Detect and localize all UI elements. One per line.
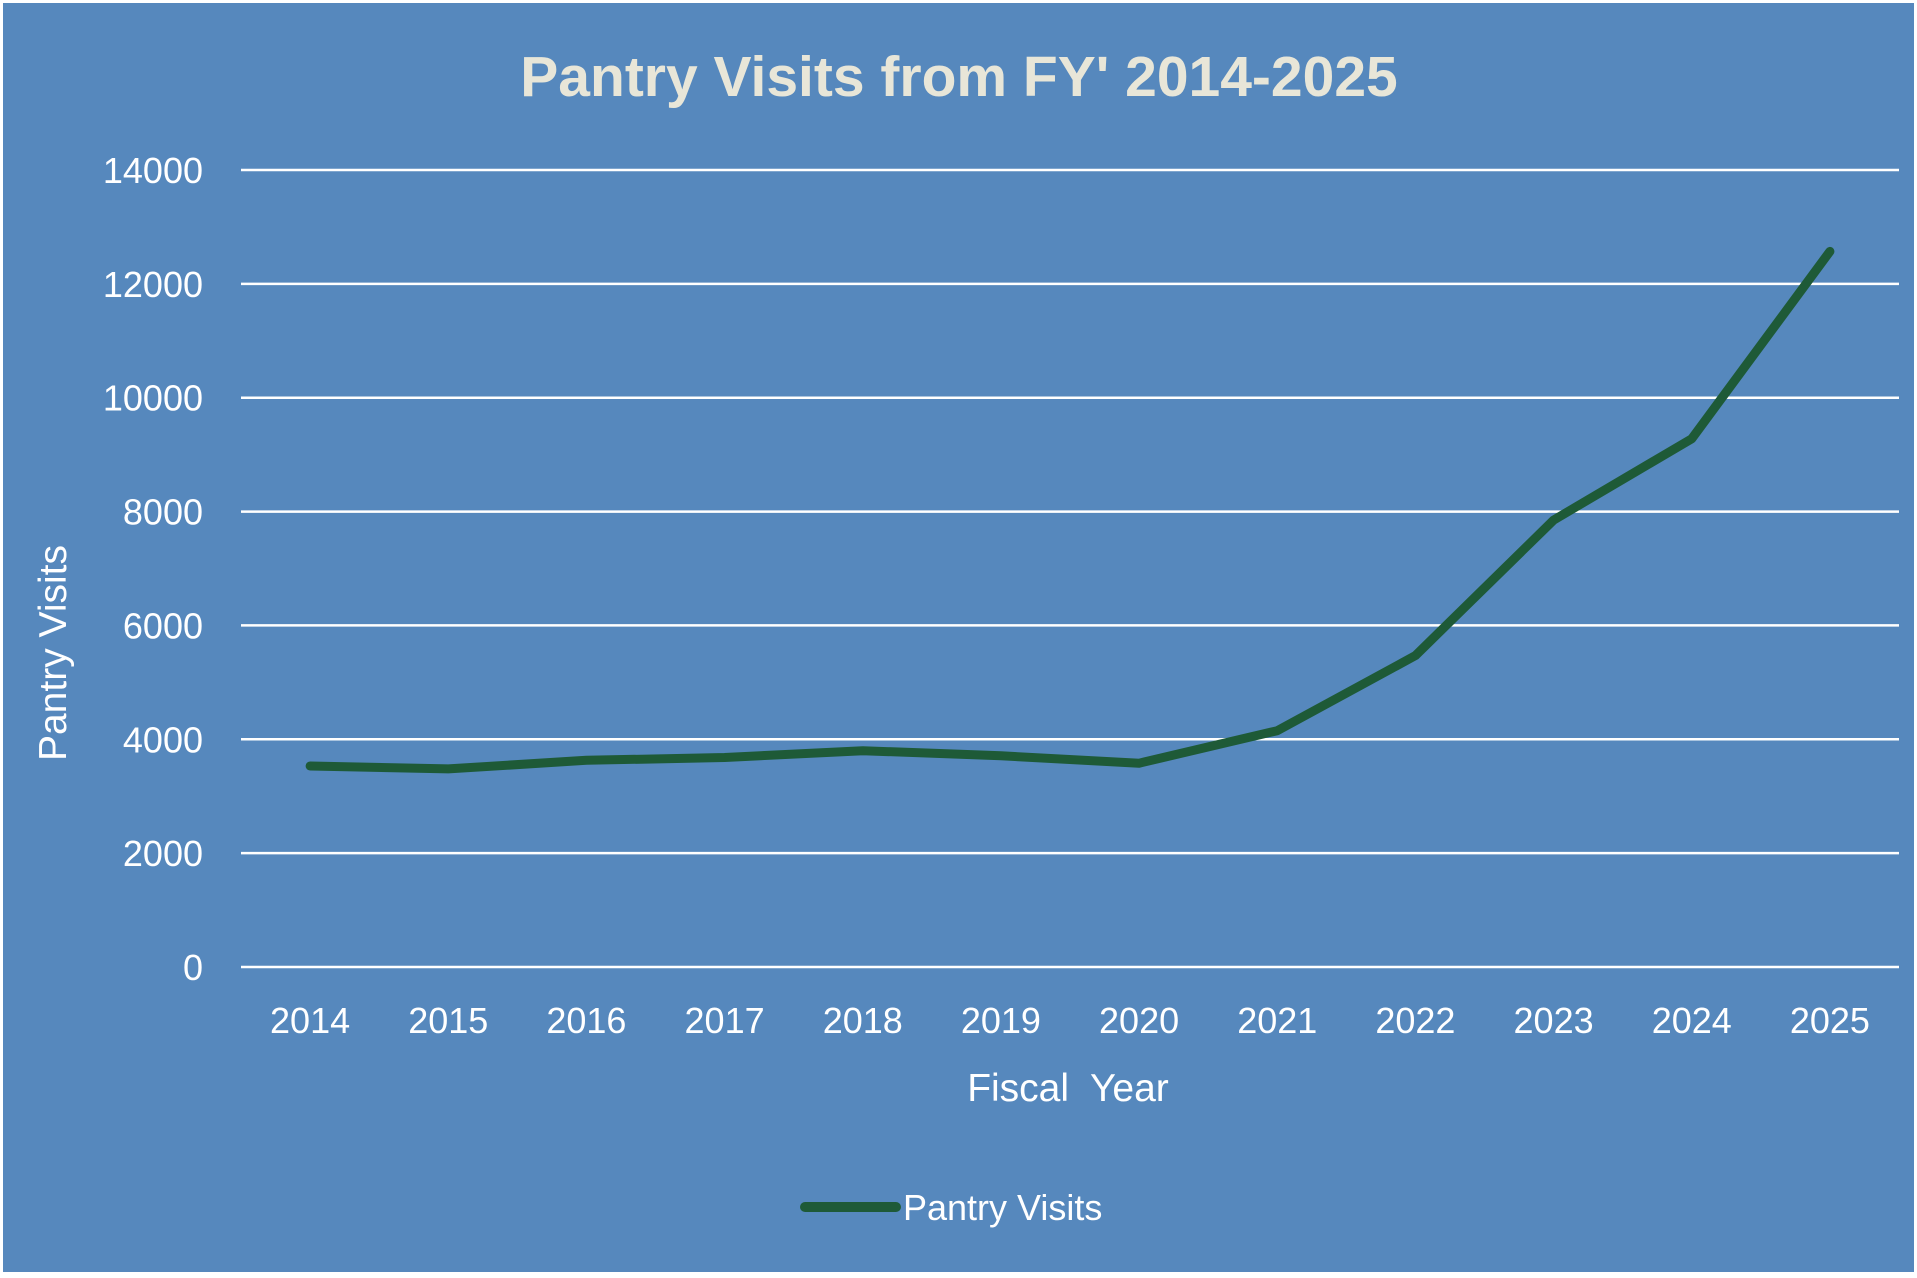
x-tick-label: 2023 bbox=[1514, 1000, 1594, 1041]
y-tick-label: 2000 bbox=[123, 833, 203, 874]
y-tick-label: 8000 bbox=[123, 492, 203, 533]
y-tick-label: 12000 bbox=[103, 264, 203, 305]
x-tick-label: 2014 bbox=[270, 1000, 350, 1041]
legend-label-pantry-visits: Pantry Visits bbox=[903, 1187, 1102, 1228]
chart-area: Pantry Visits from FY' 2014-2025 0 2000 40… bbox=[3, 3, 1914, 1272]
y-axis-title: Pantry Visits bbox=[32, 545, 75, 761]
chart-title: Pantry Visits from FY' 2014-2025 bbox=[520, 45, 1397, 109]
legend: Pantry Visits bbox=[800, 1187, 1102, 1228]
x-tick-label: 2016 bbox=[546, 1000, 626, 1041]
x-axis-title: Fiscal Year bbox=[967, 1067, 1169, 1110]
x-tick-label: 2018 bbox=[823, 1000, 903, 1041]
y-tick-label: 4000 bbox=[123, 719, 203, 760]
x-tick-label: 2024 bbox=[1652, 1000, 1732, 1041]
y-tick-label: 10000 bbox=[103, 378, 203, 419]
series-line-pantry-visits bbox=[305, 246, 1835, 774]
chart-background bbox=[3, 3, 1914, 1272]
x-tick-label: 2020 bbox=[1099, 1000, 1179, 1041]
series-group bbox=[305, 246, 1835, 774]
x-tick-label: 2022 bbox=[1375, 1000, 1455, 1041]
y-axis-tick-labels: 0 2000 4000 6000 8000 10000 12000 14000 bbox=[103, 150, 203, 988]
y-tick-label: 0 bbox=[183, 947, 203, 988]
x-tick-label: 2021 bbox=[1237, 1000, 1317, 1041]
x-tick-label: 2025 bbox=[1790, 1000, 1870, 1041]
gridlines bbox=[241, 168, 1899, 969]
x-axis-tick-labels: 2014 2015 2016 2017 2018 2019 2020 2021 2022 2023… bbox=[270, 1000, 1870, 1041]
y-tick-label: 6000 bbox=[123, 605, 203, 646]
y-tick-label: 14000 bbox=[103, 150, 203, 191]
x-tick-label: 2017 bbox=[685, 1000, 765, 1041]
x-tick-label: 2019 bbox=[961, 1000, 1041, 1041]
x-tick-label: 2015 bbox=[408, 1000, 488, 1041]
